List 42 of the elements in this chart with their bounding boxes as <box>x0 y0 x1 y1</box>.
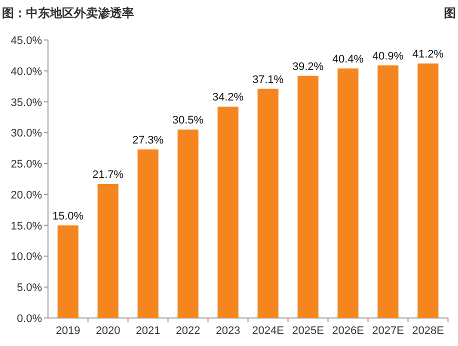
y-tick-label: 0.0% <box>16 313 42 325</box>
data-label: 34.2% <box>212 92 244 104</box>
bar <box>218 106 238 318</box>
text: 图 <box>444 6 456 20</box>
bar <box>378 65 398 318</box>
x-tick-label: 2022 <box>176 325 200 337</box>
y-tick-label: 10.0% <box>10 251 42 264</box>
data-label: 30.5% <box>172 114 204 127</box>
bar <box>418 63 438 318</box>
x-tick-label: 2020 <box>96 325 120 337</box>
x-tick-label: 2024E <box>252 325 284 337</box>
y-tick-label: 45.0% <box>10 35 42 47</box>
data-label: 21.7% <box>92 168 124 181</box>
data-label: 39.2% <box>292 60 324 73</box>
x-tick-label: 2019 <box>56 325 80 337</box>
y-tick-label: 20.0% <box>10 189 42 202</box>
y-tick-label: 35.0% <box>10 96 42 109</box>
x-tick-label: 2023 <box>216 325 240 337</box>
x-tick-label: 2025E <box>292 325 324 337</box>
bar <box>298 76 318 318</box>
x-tick-label: 2027E <box>372 325 404 337</box>
bar <box>258 88 278 318</box>
x-tick-label: 2028E <box>412 325 444 337</box>
data-label: 37.1% <box>252 74 284 86</box>
y-tick-label: 40.0% <box>10 66 42 78</box>
title: 图：中东地区外卖渗透率 <box>2 6 134 20</box>
y-tick-label: 30.0% <box>10 128 42 140</box>
data-label: 40.9% <box>372 50 404 62</box>
bar <box>138 149 158 318</box>
x-tick-label: 2026E <box>332 325 364 337</box>
x-tick-label: 2021 <box>136 325 160 337</box>
data-label: 40.4% <box>332 53 364 66</box>
data-label: 27.3% <box>132 134 164 146</box>
bar <box>178 130 198 318</box>
bar <box>98 184 118 318</box>
y-tick-label: 5.0% <box>16 282 42 294</box>
bar <box>58 225 78 318</box>
data-label: 41.2% <box>412 48 444 60</box>
bar <box>338 68 358 318</box>
y-tick-label: 25.0% <box>10 158 42 171</box>
y-tick-label: 15.0% <box>10 220 42 232</box>
data-label: 15.0% <box>52 210 84 222</box>
